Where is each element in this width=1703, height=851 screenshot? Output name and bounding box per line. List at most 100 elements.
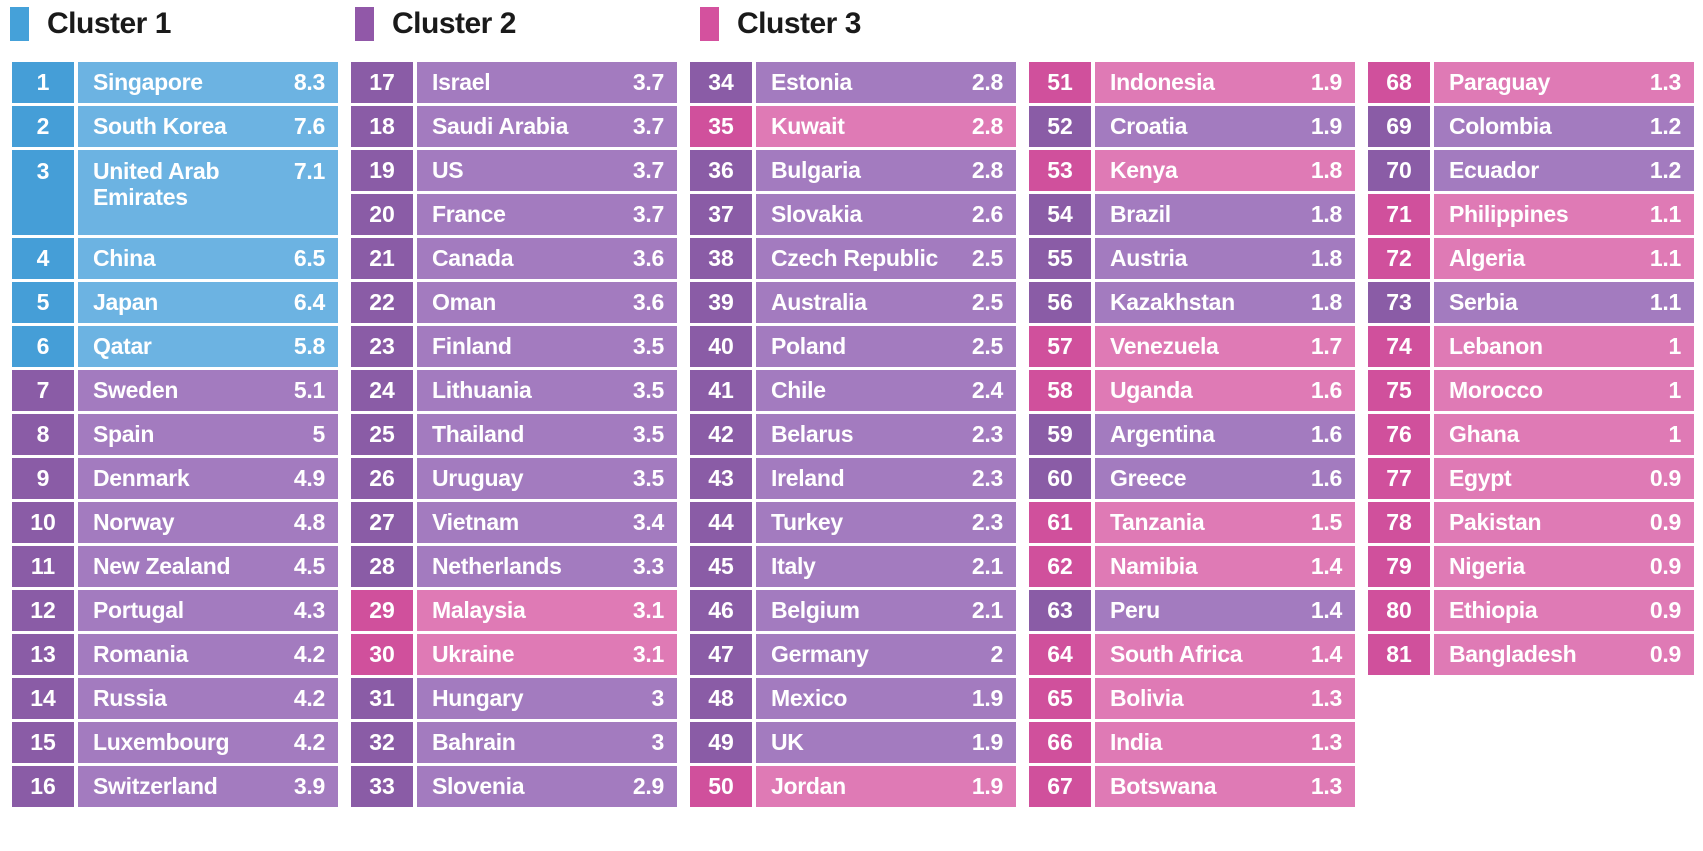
score-value: 1.3 <box>1649 69 1681 95</box>
score-value: 1.1 <box>1649 289 1681 315</box>
country-cell: Portugal 4.3 <box>78 590 338 631</box>
country-cell: Ecuador 1.2 <box>1434 150 1694 191</box>
ranking-column: 17 Israel 3.7 18 Saudi Arabia 3.7 19 US 3.7 20 Fra… <box>351 62 677 807</box>
country-cell: Jordan 1.9 <box>756 766 1016 807</box>
score-value: 4.5 <box>293 553 325 579</box>
rank-cell: 1 <box>12 62 74 103</box>
country-cell: Kazakhstan 1.8 <box>1095 282 1355 323</box>
cluster2-swatch-icon <box>355 7 374 41</box>
score-value: 1.9 <box>971 729 1003 755</box>
country-name: Kazakhstan <box>1110 289 1235 316</box>
country-ranking-table: 1 Singapore 8.3 2 South Korea 7.6 3 United Arab… <box>12 62 1694 807</box>
country-name: Algeria <box>1449 245 1525 272</box>
country-name: Peru <box>1110 597 1160 624</box>
country-cell: Ireland 2.3 <box>756 458 1016 499</box>
rank-cell: 41 <box>690 370 752 411</box>
table-row: 56 Kazakhstan 1.8 <box>1029 282 1355 323</box>
country-cell: Brazil 1.8 <box>1095 194 1355 235</box>
country-cell: China 6.5 <box>78 238 338 279</box>
country-cell: UK 1.9 <box>756 722 1016 763</box>
country-name: Ukraine <box>432 641 515 668</box>
score-value: 3.4 <box>632 509 664 535</box>
country-cell: Namibia 1.4 <box>1095 546 1355 587</box>
country-cell: Spain 5 <box>78 414 338 455</box>
rank-cell: 54 <box>1029 194 1091 235</box>
score-value: 2.8 <box>971 157 1003 183</box>
country-name: Switzerland <box>93 773 218 800</box>
score-value: 4.9 <box>293 465 325 491</box>
country-cell: Tanzania 1.5 <box>1095 502 1355 543</box>
country-cell: Oman 3.6 <box>417 282 677 323</box>
table-row: 13 Romania 4.2 <box>12 634 338 675</box>
table-row: 29 Malaysia 3.1 <box>351 590 677 631</box>
table-row: 79 Nigeria 0.9 <box>1368 546 1694 587</box>
table-row: 7 Sweden 5.1 <box>12 370 338 411</box>
country-cell: Romania 4.2 <box>78 634 338 675</box>
score-value: 8.3 <box>293 69 325 95</box>
country-name: Vietnam <box>432 509 519 536</box>
score-value: 3.7 <box>632 69 664 95</box>
country-name: Qatar <box>93 333 152 360</box>
legend-item-cluster1: Cluster 1 <box>10 7 171 41</box>
country-name: Germany <box>771 641 869 668</box>
score-value: 3.7 <box>632 157 664 183</box>
cluster3-label: Cluster 3 <box>737 7 861 40</box>
rank-cell: 12 <box>12 590 74 631</box>
country-cell: Slovakia 2.6 <box>756 194 1016 235</box>
table-row: 59 Argentina 1.6 <box>1029 414 1355 455</box>
rank-cell: 22 <box>351 282 413 323</box>
score-value: 7.6 <box>293 113 325 139</box>
country-name: UK <box>771 729 804 756</box>
rank-cell: 3 <box>12 150 74 235</box>
country-cell: Estonia 2.8 <box>756 62 1016 103</box>
legend: Cluster 1 Cluster 2 Cluster 3 <box>0 0 1703 54</box>
country-name: Argentina <box>1110 421 1215 448</box>
country-name: Namibia <box>1110 553 1198 580</box>
rank-cell: 40 <box>690 326 752 367</box>
score-value: 3.3 <box>632 553 664 579</box>
rank-cell: 79 <box>1368 546 1430 587</box>
country-name: South Korea <box>93 113 227 140</box>
score-value: 0.9 <box>1649 509 1681 535</box>
cluster3-swatch-icon <box>700 7 719 41</box>
score-value: 2.3 <box>971 421 1003 447</box>
country-name: Malaysia <box>432 597 526 624</box>
country-name: Slovakia <box>771 201 862 228</box>
rank-cell: 2 <box>12 106 74 147</box>
table-row: 3 United Arab Emirates 7.1 <box>12 150 338 235</box>
score-value: 1.6 <box>1310 465 1342 491</box>
rank-cell: 47 <box>690 634 752 675</box>
country-cell: Norway 4.8 <box>78 502 338 543</box>
country-name: Tanzania <box>1110 509 1205 536</box>
score-value: 2 <box>990 641 1004 667</box>
rank-cell: 4 <box>12 238 74 279</box>
score-value: 3.9 <box>293 773 325 799</box>
score-value: 6.4 <box>293 289 325 315</box>
rank-cell: 28 <box>351 546 413 587</box>
country-name: Japan <box>93 289 158 316</box>
rank-cell: 7 <box>12 370 74 411</box>
country-cell: Bolivia 1.3 <box>1095 678 1355 719</box>
rank-cell: 16 <box>12 766 74 807</box>
rank-cell: 25 <box>351 414 413 455</box>
country-name: Kenya <box>1110 157 1178 184</box>
country-name: US <box>432 157 464 184</box>
table-row: 48 Mexico 1.9 <box>690 678 1016 719</box>
rank-cell: 70 <box>1368 150 1430 191</box>
score-value: 2.4 <box>971 377 1003 403</box>
country-name: Philippines <box>1449 201 1569 228</box>
score-value: 2.3 <box>971 509 1003 535</box>
country-cell: Lebanon 1 <box>1434 326 1694 367</box>
ranking-column: 51 Indonesia 1.9 52 Croatia 1.9 53 Kenya 1.8 54 Br… <box>1029 62 1355 807</box>
table-row: 80 Ethiopia 0.9 <box>1368 590 1694 631</box>
rank-cell: 50 <box>690 766 752 807</box>
score-value: 4.3 <box>293 597 325 623</box>
rank-cell: 31 <box>351 678 413 719</box>
table-row: 36 Bulgaria 2.8 <box>690 150 1016 191</box>
table-row: 15 Luxembourg 4.2 <box>12 722 338 763</box>
table-row: 31 Hungary 3 <box>351 678 677 719</box>
rank-cell: 75 <box>1368 370 1430 411</box>
country-name: Canada <box>432 245 514 272</box>
score-value: 1.9 <box>971 773 1003 799</box>
table-row: 34 Estonia 2.8 <box>690 62 1016 103</box>
